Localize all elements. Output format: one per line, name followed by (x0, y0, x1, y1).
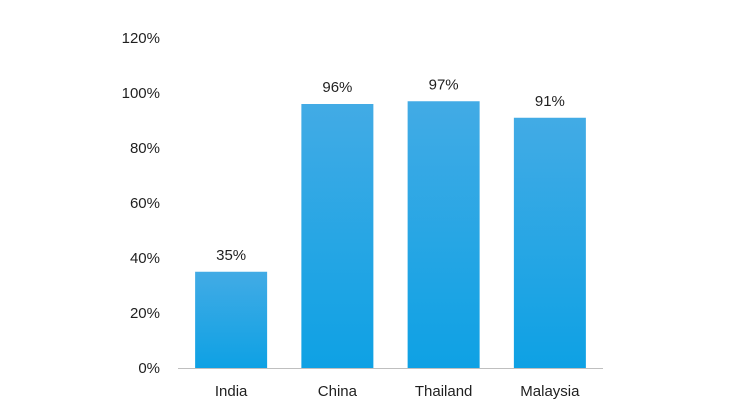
x-tick-label: Thailand (415, 383, 473, 400)
y-tick-label: 60% (130, 195, 160, 212)
y-tick-label: 20% (130, 305, 160, 322)
bar-thailand (407, 101, 480, 368)
data-label: 91% (535, 93, 565, 110)
bar-india (195, 271, 268, 368)
y-tick-label: 100% (122, 85, 160, 102)
bars-group (195, 101, 586, 368)
y-tick-label: 0% (138, 360, 160, 377)
y-axis: 0% 20% 40% 60% 80% 100% 120% (122, 30, 160, 377)
x-tick-label: India (215, 383, 248, 400)
bar-malaysia (513, 117, 586, 368)
y-tick-label: 120% (122, 30, 160, 47)
data-label: 96% (322, 79, 352, 96)
x-axis: India China Thailand Malaysia (215, 383, 580, 400)
x-tick-label: Malaysia (520, 383, 580, 400)
y-tick-label: 80% (130, 140, 160, 157)
bar-china (301, 104, 374, 368)
data-label: 35% (216, 247, 246, 264)
data-label: 97% (429, 76, 459, 93)
y-tick-label: 40% (130, 250, 160, 267)
data-labels-group: 35% 96% 97% 91% (216, 76, 565, 264)
x-tick-label: China (318, 383, 358, 400)
